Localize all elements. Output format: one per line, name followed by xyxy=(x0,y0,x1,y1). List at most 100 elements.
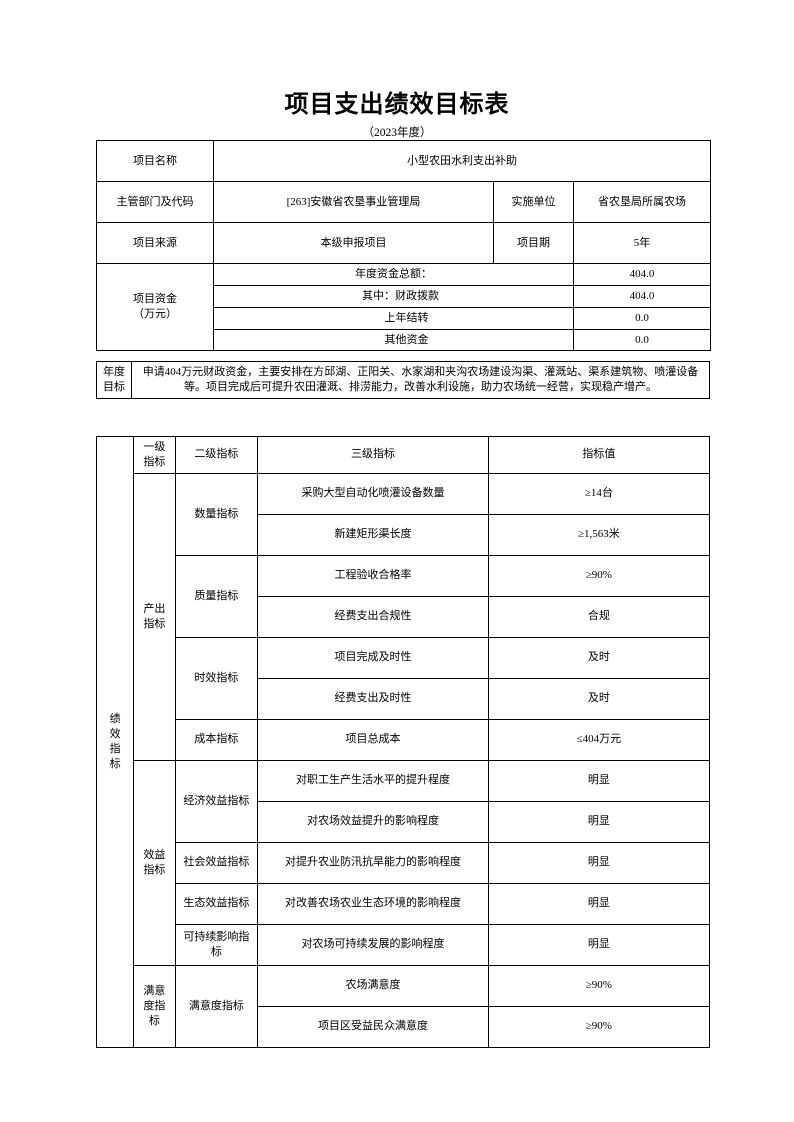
table-header-row: 绩 效 指 标 一级 指标 二级指标 三级指标 指标值 xyxy=(95,436,711,1048)
level2-timeliness: 时效指标 xyxy=(174,636,259,720)
implement-unit-label: 实施单位 xyxy=(493,181,574,223)
table-row: 对农场效益提升的影响程度 明显 xyxy=(97,800,711,843)
table-row: 满意 度指 标 满意度指标 农场满意度 ≥90% xyxy=(97,964,711,1048)
table-row: 成本指标 项目总成本 ≤404万元 xyxy=(97,718,711,761)
header-level3: 三级指标 xyxy=(257,436,489,474)
table-row: 效益 指标 经济效益指标 对职工生产生活水平的提升程度 明显 xyxy=(97,759,711,966)
header-level2: 二级指标 xyxy=(174,436,259,474)
indicator-value: ≥90% xyxy=(487,1005,711,1048)
level1-satisfaction-line1: 满意 xyxy=(143,984,166,997)
table-row: 产出 指标 数量指标 采购大型自动化喷灌设备数量 ≥14台 xyxy=(97,472,711,761)
indicator-value: 及时 xyxy=(487,636,711,679)
level3-indicator: 采购大型自动化喷灌设备数量 xyxy=(257,472,489,515)
table-row: 质量指标 工程验收合格率 ≥90% xyxy=(97,554,711,638)
project-name-label: 项目名称 xyxy=(96,140,214,182)
indicator-value: ≤404万元 xyxy=(487,718,711,761)
implement-unit-value: 省农垦局所属农场 xyxy=(572,181,712,223)
level3-indicator: 新建矩形渠长度 xyxy=(257,513,489,556)
indicator-value: ≥1,563米 xyxy=(487,513,711,556)
table-row: 生态效益指标 对改善农场农业生态环境的影响程度 明显 xyxy=(97,882,711,925)
level3-indicator: 工程验收合格率 xyxy=(257,554,489,597)
level2-economic-benefit: 经济效益指标 xyxy=(174,759,259,843)
table-row: 项目来源 本级申报项目 项目期 5年 xyxy=(96,222,712,264)
header-level1: 一级 指标 xyxy=(133,436,176,474)
level1-satisfaction-line2: 度指 xyxy=(143,999,166,1012)
level1-satisfaction-line3: 标 xyxy=(148,1014,160,1027)
page-subtitle: （2023年度） xyxy=(362,127,432,139)
indicator-value: ≥14台 xyxy=(487,472,711,515)
period-label: 项目期 xyxy=(493,222,574,264)
indicator-value: 及时 xyxy=(487,677,711,720)
indicator-value: 明显 xyxy=(487,923,711,966)
table-row: 其他资金 0.0 xyxy=(97,328,712,352)
indicator-value: 明显 xyxy=(487,841,711,884)
indicator-value: 明显 xyxy=(487,800,711,843)
level3-indicator: 对职工生产生活水平的提升程度 xyxy=(257,759,489,802)
level3-indicator: 对农场效益提升的影响程度 xyxy=(257,800,489,843)
level2-cost: 成本指标 xyxy=(174,718,259,761)
annual-target-label: 年度 目标 xyxy=(96,361,132,399)
fund-name-other: 其他资金 xyxy=(213,328,574,352)
table-row: 经费支出及时性 及时 xyxy=(97,677,711,720)
level2-ecological-benefit: 生态效益指标 xyxy=(174,882,259,925)
level3-indicator: 项目区受益民众满意度 xyxy=(257,1005,489,1048)
fund-value-other: 0.0 xyxy=(572,328,712,352)
header-level1-line1: 一级 xyxy=(143,441,166,453)
table-row: 年度 目标 申请404万元财政资金，主要安排在方邱湖、正阳关、水家湖和夹沟农场建… xyxy=(96,361,710,399)
performance-root-label: 绩 效 指 标 xyxy=(95,436,135,1048)
fund-value-carryover: 0.0 xyxy=(572,306,712,330)
fund-name-total: 年度资金总额： xyxy=(213,263,574,286)
table-row: 社会效益指标 对提升农业防汛抗旱能力的影响程度 明显 xyxy=(97,841,711,884)
table-row: 时效指标 项目完成及时性 及时 xyxy=(97,636,711,720)
level1-benefit-line2: 指标 xyxy=(143,863,166,876)
level1-output: 产出 指标 xyxy=(133,472,176,761)
funds-label-line1: 项目资金 xyxy=(133,293,177,306)
level3-indicator: 项目完成及时性 xyxy=(257,636,489,679)
annual-target-table: 年度 目标 申请404万元财政资金，主要安排在方邱湖、正阳关、水家湖和夹沟农场建… xyxy=(96,361,710,399)
level3-indicator: 经费支出合规性 xyxy=(257,595,489,638)
indicator-value: 明显 xyxy=(487,882,711,925)
performance-root-char-4: 标 xyxy=(109,757,121,770)
indicator-value: ≥90% xyxy=(487,554,711,597)
annual-target-label-line1: 年度 xyxy=(103,366,125,378)
indicator-value: 明显 xyxy=(487,759,711,802)
level1-satisfaction: 满意 度指 标 xyxy=(133,964,176,1048)
level2-social-benefit: 社会效益指标 xyxy=(174,841,259,884)
level1-output-line2: 指标 xyxy=(143,617,166,630)
performance-root-char-3: 指 xyxy=(109,742,121,755)
level3-indicator: 项目总成本 xyxy=(257,718,489,761)
level3-indicator: 农场满意度 xyxy=(257,964,489,1007)
fund-value-total: 404.0 xyxy=(572,263,712,286)
period-value: 5年 xyxy=(572,222,712,264)
source-value: 本级申报项目 xyxy=(213,222,494,264)
level2-quantity: 数量指标 xyxy=(174,472,259,556)
level1-output-line1: 产出 xyxy=(143,602,166,615)
fund-name-appropriation: 其中：财政拨款 xyxy=(213,284,574,308)
level1-benefit: 效益 指标 xyxy=(133,759,176,966)
performance-root-char-2: 效 xyxy=(109,728,121,740)
level2-satisfaction: 满意度指标 xyxy=(174,964,259,1048)
table-row: 主管部门及代码 [263]安徽省农垦事业管理局 实施单位 省农垦局所属农场 xyxy=(96,181,712,223)
table-row: 项目名称 小型农田水利支出补助 xyxy=(96,140,712,182)
level3-indicator: 对农场可持续发展的影响程度 xyxy=(257,923,489,966)
project-name-value: 小型农田水利支出补助 xyxy=(212,140,712,182)
annual-target-text: 申请404万元财政资金，主要安排在方邱湖、正阳关、水家湖和夹沟农场建设沟渠、灌溉… xyxy=(131,361,710,399)
level1-benefit-line1: 效益 xyxy=(143,848,166,861)
indicator-value: ≥90% xyxy=(487,964,711,1007)
level3-indicator: 对改善农场农业生态环境的影响程度 xyxy=(257,882,489,925)
fund-value-appropriation: 404.0 xyxy=(572,284,712,308)
department-value: [263]安徽省农垦事业管理局 xyxy=(213,181,494,223)
level3-indicator: 对提升农业防汛抗旱能力的影响程度 xyxy=(257,841,489,884)
table-row: 可持续影响指标 对农场可持续发展的影响程度 明显 xyxy=(97,923,711,966)
performance-indicator-table: 绩 效 指 标 一级 指标 二级指标 三级指标 指标值 产出 指标 xyxy=(95,436,711,1048)
funds-label: 项目资金 （万元） xyxy=(96,262,214,352)
level3-indicator: 经费支出及时性 xyxy=(257,677,489,720)
performance-root-char-1: 绩 xyxy=(109,713,121,726)
table-row: 项目资金 （万元） 年度资金总额： 404.0 xyxy=(96,262,712,352)
annual-target-label-line2: 目标 xyxy=(103,380,125,393)
header-value: 指标值 xyxy=(487,436,711,474)
table-row: 项目区受益民众满意度 ≥90% xyxy=(97,1005,711,1048)
level2-quality: 质量指标 xyxy=(174,554,259,638)
page-title: 项目支出绩效目标表 xyxy=(284,92,510,118)
